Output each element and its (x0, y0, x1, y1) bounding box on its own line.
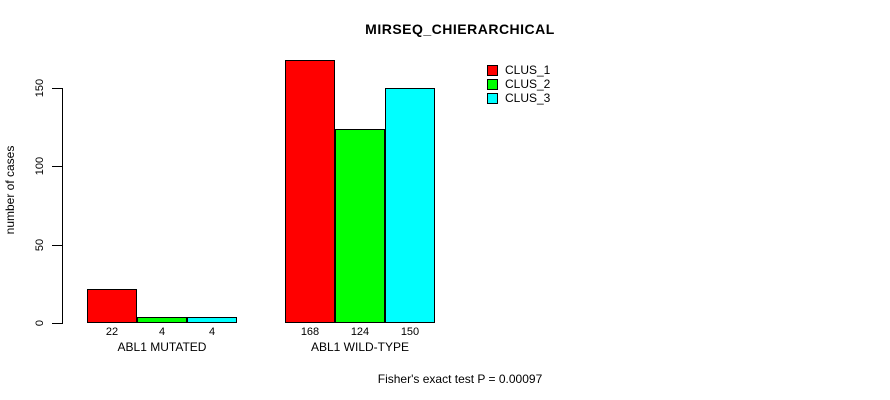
bar-clus_2-abl1-mutated (137, 316, 187, 323)
legend-label: CLUS_2 (505, 77, 551, 91)
bar-value-label: 4 (158, 326, 166, 338)
bar-clus_3-abl1-mutated (187, 316, 237, 323)
y-axis-line (62, 88, 63, 324)
legend-item-clus_3: CLUS_3 (487, 92, 550, 105)
legend-swatch-icon (487, 79, 498, 90)
bar-value-label: 168 (300, 326, 320, 338)
y-tick (52, 323, 62, 324)
x-category-label: ABL1 WILD-TYPE (310, 340, 410, 354)
y-tick (52, 166, 62, 168)
y-tick (52, 87, 62, 89)
bar-value-label: 150 (400, 326, 420, 338)
bar-value-label: 4 (208, 326, 216, 338)
y-tick-label: 0 (34, 319, 46, 327)
y-tick-label: 100 (34, 157, 46, 176)
y-tick-label: 50 (34, 238, 46, 251)
y-tick (52, 244, 62, 246)
bar-value-label: 22 (105, 326, 119, 338)
legend: CLUS_1 CLUS_2 CLUS_3 (487, 64, 550, 106)
legend-item-clus_2: CLUS_2 (487, 78, 550, 91)
bar-clus_1-abl1-wild-type (285, 59, 335, 323)
legend-swatch-icon (487, 93, 498, 104)
y-tick-label: 150 (34, 78, 46, 98)
legend-item-clus_1: CLUS_1 (487, 64, 550, 77)
x-category-label: ABL1 MUTATED (117, 340, 207, 354)
chart-title: MIRSEQ_CHIERARCHICAL (365, 21, 555, 37)
legend-swatch-icon (487, 65, 498, 76)
bar-clus_3-abl1-wild-type (385, 87, 435, 323)
bar-clus_2-abl1-wild-type (335, 128, 385, 323)
bar-value-label: 124 (350, 326, 370, 338)
legend-label: CLUS_3 (505, 91, 551, 105)
bar-clus_1-abl1-mutated (87, 288, 137, 323)
fisher-test-annotation: Fisher's exact test P = 0.00097 (377, 372, 543, 386)
legend-label: CLUS_1 (505, 63, 551, 77)
y-axis-label: number of cases (3, 145, 17, 235)
